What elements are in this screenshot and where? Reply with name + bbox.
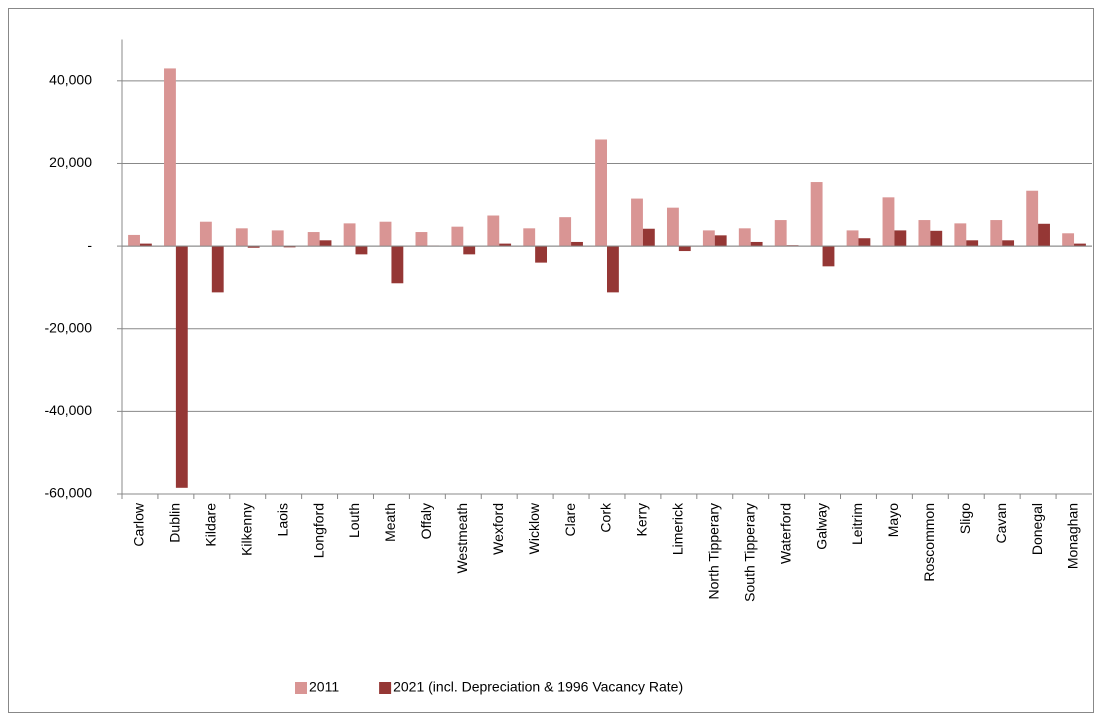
x-tick-label: Dublin	[167, 503, 183, 543]
bar	[212, 246, 224, 292]
y-tick-label: -60,000	[45, 485, 93, 501]
bar	[739, 228, 751, 246]
legend-swatch	[295, 682, 307, 694]
bar	[535, 246, 547, 263]
bar	[751, 242, 763, 246]
x-tick-label: Offaly	[418, 503, 434, 539]
x-tick-label: Westmeath	[454, 503, 470, 574]
bar	[320, 240, 332, 246]
y-tick-label: -40,000	[45, 402, 93, 418]
bar	[930, 231, 942, 246]
bar	[391, 246, 403, 283]
bar	[990, 220, 1002, 246]
bar	[416, 232, 428, 246]
bar	[523, 228, 535, 246]
bar	[1062, 233, 1074, 246]
bar	[894, 230, 906, 246]
x-tick-label: Cavan	[993, 503, 1009, 543]
x-tick-label: Cork	[598, 502, 614, 533]
bar	[858, 238, 870, 246]
bar	[164, 68, 176, 246]
bar	[1002, 240, 1014, 246]
bar	[643, 229, 655, 246]
x-tick-label: Leitrim	[849, 503, 865, 545]
bar	[954, 223, 966, 246]
bar	[463, 246, 475, 254]
x-tick-label: Clare	[562, 503, 578, 537]
x-tick-label: Waterford	[777, 503, 793, 564]
x-tick-label: Roscommon	[921, 503, 937, 582]
x-tick-label: Meath	[382, 503, 398, 542]
bar	[715, 235, 727, 246]
bar	[679, 246, 691, 251]
bar	[571, 242, 583, 246]
x-tick-label: Mayo	[885, 503, 901, 537]
bar	[487, 216, 499, 247]
bar	[775, 220, 787, 246]
y-tick-label: 40,000	[49, 72, 92, 88]
bar	[667, 208, 679, 246]
x-tick-label: Laois	[274, 503, 290, 536]
y-tick-label: -20,000	[45, 319, 93, 335]
bar	[380, 222, 392, 246]
bar	[883, 197, 895, 246]
bar	[595, 139, 607, 246]
legend-label: 2021 (incl. Depreciation & 1996 Vacancy …	[393, 679, 683, 695]
bar	[308, 232, 320, 246]
x-tick-label: Donegal	[1029, 503, 1045, 555]
x-tick-label: Limerick	[670, 502, 686, 555]
x-tick-label: Monaghan	[1065, 503, 1081, 569]
bar	[847, 230, 859, 246]
bar	[559, 217, 571, 246]
x-tick-label: Kildare	[203, 503, 219, 547]
bar	[1038, 224, 1050, 246]
x-tick-label: Kilkenny	[238, 503, 254, 556]
bar	[128, 235, 140, 246]
legend-swatch	[379, 682, 391, 694]
bar	[272, 230, 284, 246]
x-tick-label: Kerry	[634, 503, 650, 536]
x-tick-label: North Tipperary	[705, 503, 721, 599]
x-tick-label: Louth	[346, 503, 362, 538]
bar	[607, 246, 619, 292]
x-tick-label: Wicklow	[526, 502, 542, 554]
bar	[1026, 191, 1038, 246]
bar	[176, 246, 188, 488]
x-tick-label: Longford	[310, 503, 326, 558]
bar	[236, 228, 248, 246]
bar	[966, 240, 978, 246]
y-tick-label: 20,000	[49, 154, 92, 170]
x-tick-label: Wexford	[490, 503, 506, 555]
x-tick-label: Galway	[813, 503, 829, 550]
bar	[344, 223, 356, 246]
bar	[356, 246, 368, 254]
x-tick-label: Carlow	[131, 502, 147, 546]
x-tick-label: Sligo	[957, 503, 973, 534]
bar	[918, 220, 930, 246]
y-tick-label: -	[87, 237, 92, 253]
bar	[451, 227, 463, 246]
x-tick-label: South Tipperary	[741, 503, 757, 602]
legend-label: 2011	[309, 679, 339, 695]
bar	[200, 222, 212, 246]
bar	[703, 230, 715, 246]
bar	[631, 199, 643, 247]
bar	[811, 182, 823, 246]
bar	[823, 246, 835, 266]
